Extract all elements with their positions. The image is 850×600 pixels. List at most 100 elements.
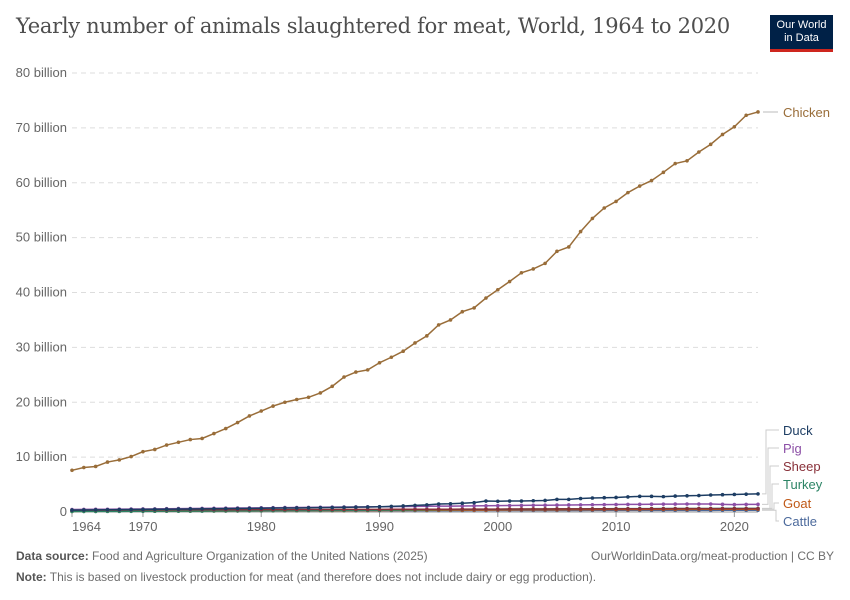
data-point-chicken [389,355,394,360]
data-point-sheep [472,507,476,511]
data-point-chicken [354,370,358,374]
data-point-duck [377,504,382,509]
data-point-sheep [389,507,394,512]
data-point-chicken [673,161,678,166]
data-point-pig [543,503,547,507]
note-label: Note: [16,570,47,584]
data-point-duck [354,505,358,509]
y-tick-label: 20 billion [16,394,67,409]
data-point-pig [720,502,725,507]
data-point-duck [555,497,559,502]
series-label-goat: Goat [783,496,812,511]
data-point-chicken [93,464,98,469]
data-point-duck [626,495,630,499]
data-point-pig [744,502,748,507]
data-point-chicken [685,159,689,163]
data-point-duck [614,495,618,500]
label-connector [762,429,779,495]
data-point-chicken [117,458,122,462]
data-point-chicken [637,184,642,188]
x-tick-label: 1980 [247,519,276,534]
label-connector [762,465,779,510]
data-point-pig [614,502,618,507]
data-point-sheep [495,507,500,511]
data-point-chicken [519,270,524,275]
data-point-duck [117,507,122,512]
data-point-sheep [756,506,760,511]
data-point-duck [566,497,571,502]
data-point-pig [495,503,500,508]
data-point-chicken [188,437,193,442]
data-point-duck [708,493,713,497]
data-point-duck [472,500,476,505]
data-point-sheep [377,507,382,512]
data-point-pig [507,503,512,508]
data-point-duck [152,507,157,512]
label-connector [762,483,779,509]
data-point-chicken [732,124,737,129]
data-point-duck [425,503,429,507]
data-point-pig [590,502,595,507]
data-point-sheep [590,507,595,511]
data-point-chicken [271,404,275,408]
data-point-duck [507,499,512,503]
source-url[interactable]: OurWorldinData.org/meat-production | CC … [591,549,834,563]
y-tick-label: 60 billion [16,175,67,190]
data-point-pig [626,502,630,507]
data-point-chicken [531,267,536,271]
data-point-chicken [484,296,488,300]
owid-logo[interactable]: Our World in Data [770,15,833,52]
data-point-pig [460,504,465,508]
data-point-sheep [519,507,524,511]
data-point-chicken [141,449,145,454]
label-connector [762,502,779,510]
data-point-sheep [507,507,512,511]
data-point-chicken [176,440,181,445]
data-point-chicken [259,409,264,413]
data-point-duck [543,498,547,503]
data-point-duck [306,505,311,510]
data-point-chicken [401,349,405,354]
data-point-pig [484,503,488,508]
data-point-duck [82,508,86,512]
data-point-duck [697,493,701,498]
data-point-duck [602,495,607,500]
data-point-sheep [425,507,429,512]
data-point-duck [448,501,453,506]
data-point-chicken [247,414,252,418]
data-point-sheep [578,507,583,511]
data-point-sheep [673,506,678,511]
data-point-duck [129,507,133,512]
data-point-chicken [756,110,760,114]
data-source: Data source: Food and Agriculture Organi… [16,549,428,563]
data-point-duck [235,506,240,511]
data-point-duck [365,505,370,509]
data-point-pig [685,502,689,506]
data-point-chicken [342,375,346,379]
data-point-duck [436,502,441,506]
data-point-chicken [495,287,500,292]
data-point-duck [188,507,193,511]
data-point-duck [247,506,252,511]
data-point-duck [401,504,405,508]
logo-line1: Our World [776,19,827,31]
series-line-chicken [71,111,759,472]
series-label-turkey: Turkey [783,477,823,492]
series-label-chicken: Chicken [783,105,830,120]
data-point-duck [744,492,748,496]
data-point-duck [212,506,216,511]
data-point-sheep [626,506,630,511]
source-text[interactable]: Food and Agriculture Organization of the… [92,549,428,563]
data-point-sheep [436,507,441,512]
data-point-sheep [555,507,559,511]
data-point-sheep [566,507,571,511]
data-point-sheep [614,507,618,511]
label-connector [762,509,779,522]
y-tick-label: 70 billion [16,120,67,135]
data-point-sheep [637,506,642,511]
data-point-chicken [330,384,335,389]
data-point-chicken [129,454,133,459]
data-point-pig [732,502,737,507]
y-tick-label: 10 billion [16,449,67,464]
